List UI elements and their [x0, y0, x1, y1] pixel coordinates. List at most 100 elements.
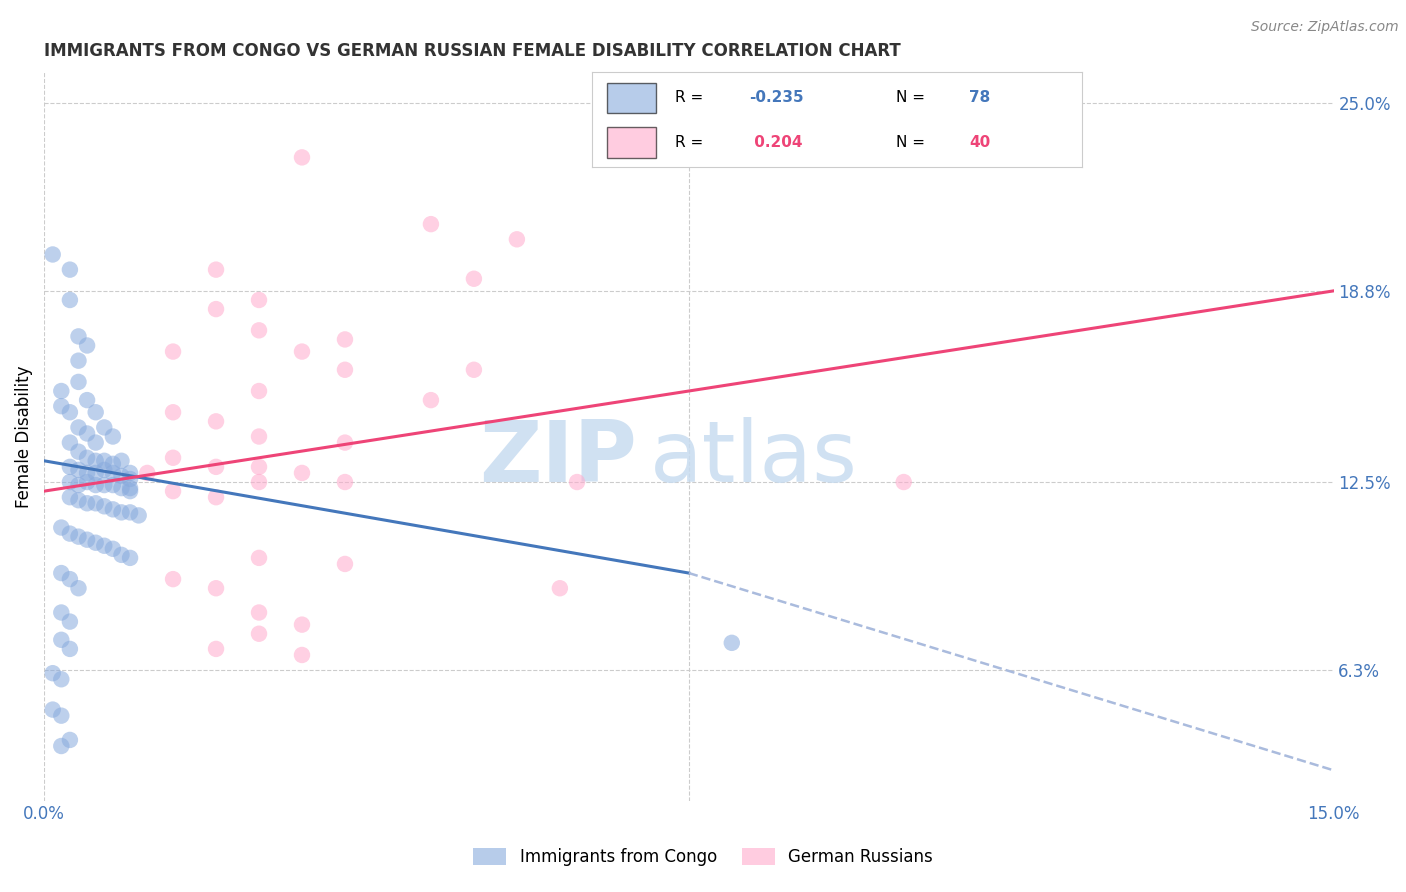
Point: [51, 520, 73, 534]
Point: [247, 323, 270, 337]
Point: [205, 490, 228, 504]
Point: [59, 733, 82, 747]
Point: [76, 426, 98, 441]
Point: [76, 450, 98, 465]
Point: [59, 262, 82, 277]
Point: [41, 247, 63, 261]
Point: [128, 508, 150, 523]
Point: [41, 666, 63, 681]
Point: [247, 550, 270, 565]
Point: [59, 526, 82, 541]
Point: [67, 375, 90, 389]
Point: [110, 469, 132, 483]
Point: [67, 420, 90, 434]
Point: [76, 466, 98, 480]
Point: [136, 466, 159, 480]
Point: [51, 739, 73, 753]
Point: [333, 333, 356, 347]
Point: [291, 466, 314, 480]
Point: [463, 363, 485, 377]
Point: [101, 466, 124, 480]
Point: [93, 454, 115, 468]
Point: [247, 626, 270, 640]
Point: [720, 636, 742, 650]
Point: [101, 429, 124, 443]
Point: [76, 533, 98, 547]
Point: [110, 481, 132, 495]
Point: [84, 454, 107, 468]
Point: [59, 475, 82, 489]
Point: [291, 648, 314, 662]
Point: [93, 539, 115, 553]
Point: [101, 502, 124, 516]
Point: [333, 435, 356, 450]
Point: [51, 672, 73, 686]
Point: [205, 581, 228, 595]
Point: [84, 405, 107, 419]
Point: [247, 384, 270, 398]
Point: [67, 530, 90, 544]
Point: [59, 615, 82, 629]
Point: [93, 500, 115, 514]
Point: [291, 617, 314, 632]
Point: [59, 490, 82, 504]
Text: Source: ZipAtlas.com: Source: ZipAtlas.com: [1251, 20, 1399, 34]
Text: atlas: atlas: [650, 417, 858, 500]
Y-axis label: Female Disability: Female Disability: [15, 365, 32, 508]
Point: [59, 641, 82, 656]
Point: [247, 606, 270, 620]
Point: [120, 550, 142, 565]
Point: [120, 466, 142, 480]
Point: [548, 581, 571, 595]
Point: [76, 393, 98, 408]
Text: ZIP: ZIP: [479, 417, 637, 500]
Point: [59, 459, 82, 474]
Point: [110, 454, 132, 468]
Point: [205, 459, 228, 474]
Point: [76, 496, 98, 510]
Point: [333, 363, 356, 377]
Point: [205, 641, 228, 656]
Point: [205, 414, 228, 428]
Point: [120, 484, 142, 499]
Point: [120, 505, 142, 519]
Point: [101, 457, 124, 471]
Point: [162, 450, 184, 465]
Point: [110, 505, 132, 519]
Point: [333, 475, 356, 489]
Point: [59, 435, 82, 450]
Point: [291, 344, 314, 359]
Point: [463, 271, 485, 285]
Point: [419, 217, 441, 231]
Point: [67, 581, 90, 595]
Point: [84, 466, 107, 480]
Point: [506, 232, 529, 246]
Point: [205, 262, 228, 277]
Point: [67, 353, 90, 368]
Point: [93, 420, 115, 434]
Point: [333, 557, 356, 571]
Point: [162, 344, 184, 359]
Point: [162, 405, 184, 419]
Point: [59, 572, 82, 586]
Point: [291, 150, 314, 164]
Point: [51, 708, 73, 723]
Point: [67, 478, 90, 492]
Point: [84, 435, 107, 450]
Legend: Immigrants from Congo, German Russians: Immigrants from Congo, German Russians: [464, 840, 942, 875]
Point: [565, 475, 588, 489]
Point: [59, 293, 82, 307]
Point: [419, 393, 441, 408]
Point: [247, 429, 270, 443]
Point: [205, 302, 228, 317]
Text: IMMIGRANTS FROM CONGO VS GERMAN RUSSIAN FEMALE DISABILITY CORRELATION CHART: IMMIGRANTS FROM CONGO VS GERMAN RUSSIAN …: [44, 42, 901, 60]
Point: [51, 399, 73, 413]
Point: [67, 463, 90, 477]
Point: [51, 606, 73, 620]
Point: [67, 329, 90, 343]
Point: [120, 481, 142, 495]
Point: [51, 384, 73, 398]
Point: [101, 478, 124, 492]
Point: [41, 703, 63, 717]
Point: [84, 496, 107, 510]
